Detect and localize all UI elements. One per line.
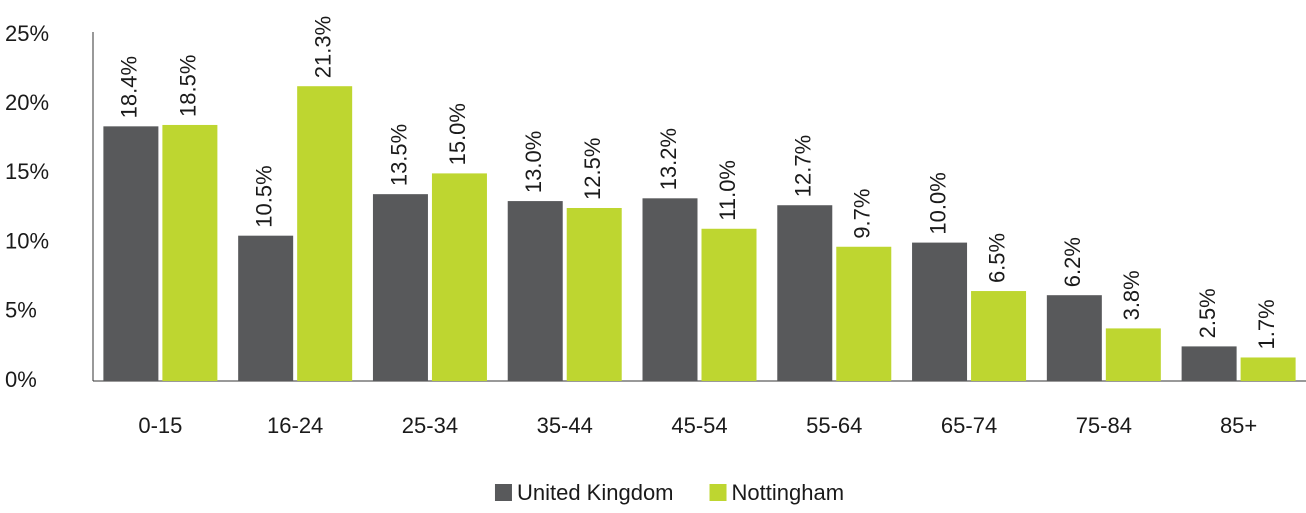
y-tick-label: 10%: [5, 228, 49, 253]
value-label: 18.4%: [117, 56, 142, 118]
x-tick-label: 16-24: [267, 413, 323, 438]
bar: [1240, 357, 1296, 381]
value-label: 13.5%: [386, 124, 411, 186]
bar: [777, 205, 833, 381]
y-tick-label: 0%: [5, 367, 37, 392]
value-label: 9.7%: [850, 189, 875, 239]
bar: [836, 246, 892, 381]
value-label: 1.7%: [1254, 299, 1279, 349]
x-tick-label: 85+: [1220, 413, 1257, 438]
y-tick-label: 5%: [5, 298, 37, 323]
x-tick-label: 35-44: [537, 413, 593, 438]
bar: [238, 235, 294, 381]
bar: [507, 201, 563, 381]
value-label: 6.5%: [984, 233, 1009, 283]
value-label: 18.5%: [176, 55, 201, 117]
x-tick-label: 0-15: [138, 413, 182, 438]
x-tick-label: 55-64: [806, 413, 862, 438]
legend-label: Nottingham: [732, 480, 845, 505]
bar: [297, 86, 353, 381]
bar: [912, 242, 968, 381]
value-label: 10.0%: [925, 172, 950, 234]
value-label: 15.0%: [445, 103, 470, 165]
value-label: 2.5%: [1195, 288, 1220, 338]
value-label: 13.0%: [521, 131, 546, 193]
bar: [1046, 295, 1102, 381]
value-label: 3.8%: [1119, 270, 1144, 320]
y-tick-label: 20%: [5, 90, 49, 115]
x-tick-label: 75-84: [1076, 413, 1132, 438]
x-tick-label: 25-34: [402, 413, 458, 438]
bar: [431, 173, 487, 381]
bar: [566, 208, 622, 381]
x-tick-label: 65-74: [941, 413, 997, 438]
value-label: 21.3%: [310, 16, 335, 78]
value-label: 12.7%: [791, 135, 816, 197]
value-label: 11.0%: [715, 160, 740, 221]
legend-swatch: [709, 484, 727, 501]
legend-label: United Kingdom: [517, 480, 674, 505]
value-label: 12.5%: [580, 138, 605, 200]
bar: [1181, 346, 1237, 381]
legend: United Kingdom Nottingham: [494, 480, 845, 505]
x-tick-label: 45-54: [671, 413, 727, 438]
value-label: 10.5%: [251, 165, 276, 227]
bar: [701, 228, 757, 381]
bar: [372, 194, 428, 381]
bar: [642, 198, 698, 381]
y-tick-label: 15%: [5, 159, 49, 184]
bar: [103, 126, 159, 382]
value-label: 6.2%: [1060, 237, 1085, 287]
y-tick-label: 25%: [5, 21, 49, 46]
value-label: 13.2%: [656, 128, 681, 190]
legend-swatch: [494, 484, 512, 501]
bar: [1105, 328, 1161, 381]
bar: [971, 291, 1027, 381]
bar: [162, 124, 218, 382]
